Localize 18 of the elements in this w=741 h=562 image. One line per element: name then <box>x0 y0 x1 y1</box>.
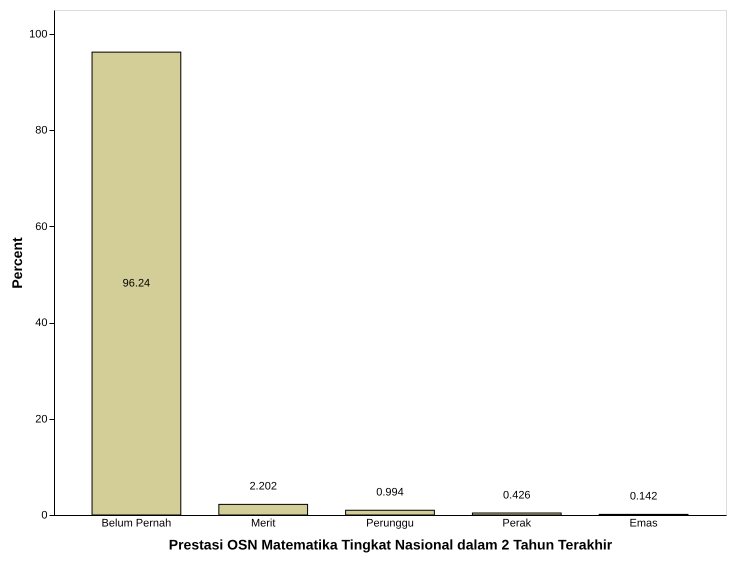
x-tick-label: Perak <box>502 518 532 530</box>
x-tick-label: Belum Pernah <box>102 518 172 530</box>
y-tick-label: 20 <box>35 413 48 426</box>
x-tick-label: Perunggu <box>366 518 414 530</box>
y-tick-label: 80 <box>35 124 48 137</box>
data-label: 0.142 <box>630 490 658 503</box>
x-axis-title: Prestasi OSN Matematika Tingkat Nasional dalam 2 Tahun Terakhir <box>168 536 613 552</box>
y-axis-title: Percent <box>9 236 26 289</box>
x-tick-label: Merit <box>250 518 276 530</box>
y-tick-label: 100 <box>29 28 48 41</box>
y-tick-label: 0 <box>41 510 48 522</box>
data-label: 0.994 <box>376 486 404 499</box>
data-label: 2.202 <box>249 480 277 493</box>
data-label: 96.24 <box>122 278 150 290</box>
x-tick-label: Emas <box>630 518 658 530</box>
data-label: 0.426 <box>503 489 531 502</box>
y-tick-label: 40 <box>35 317 48 330</box>
y-tick-label: 60 <box>35 220 48 233</box>
